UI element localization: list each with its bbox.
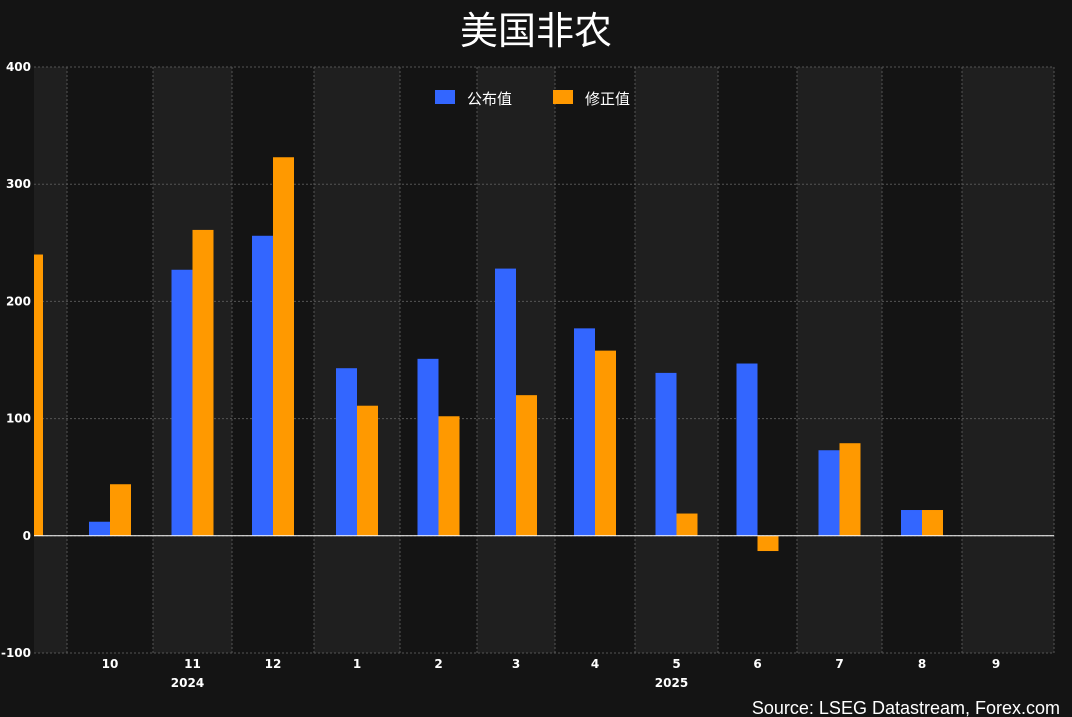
legend: 公布值 修正值 bbox=[435, 90, 630, 108]
background-band bbox=[314, 67, 400, 653]
bar-series-0-cat-4 bbox=[574, 328, 595, 536]
x-tick-label: 4 bbox=[591, 657, 599, 671]
legend-swatch-series-0 bbox=[435, 90, 455, 104]
background-band bbox=[797, 67, 882, 653]
y-tick-label: 0 bbox=[23, 529, 31, 543]
bar-series-0-cat-3 bbox=[495, 268, 516, 536]
x-tick-label: 6 bbox=[753, 657, 761, 671]
x-tick-label: 1 bbox=[353, 657, 361, 671]
x-year-label: 2024 bbox=[171, 676, 204, 690]
bar-series-0-cat-12 bbox=[252, 235, 273, 536]
background-band bbox=[635, 67, 718, 653]
chart-title: 美国非农 bbox=[460, 9, 612, 53]
background-bands bbox=[34, 67, 1054, 653]
x-tick-label: 11 bbox=[184, 657, 201, 671]
x-tick-label: 2 bbox=[434, 657, 442, 671]
bar-series-0-cat-7 bbox=[818, 450, 840, 536]
source-note: Source: LSEG Datastream, Forex.com bbox=[752, 698, 1060, 717]
bar-series-1-cat-11 bbox=[192, 229, 214, 536]
legend-label-series-0: 公布值 bbox=[467, 90, 512, 108]
x-year-label: 2025 bbox=[655, 676, 688, 690]
bar-series-1-cat-5 bbox=[676, 513, 698, 536]
legend-label-series-1: 修正值 bbox=[585, 90, 630, 108]
y-axis: -100 0 100 200 300 400 bbox=[1, 60, 31, 660]
y-tick-label: 100 bbox=[6, 412, 31, 426]
bar-partial-leading bbox=[34, 254, 43, 536]
x-tick-label: 5 bbox=[672, 657, 680, 671]
bar-series-1-cat-7 bbox=[839, 443, 861, 536]
bar-series-0-cat-6 bbox=[736, 363, 758, 536]
bar-series-1-cat-1 bbox=[357, 405, 378, 536]
bar-series-0-cat-5 bbox=[655, 372, 677, 536]
y-tick-label: 200 bbox=[6, 294, 31, 308]
bar-series-1-cat-12 bbox=[273, 157, 294, 536]
bars bbox=[34, 157, 943, 552]
bar-series-1-cat-8 bbox=[922, 510, 943, 536]
bar-series-0-cat-2 bbox=[417, 358, 439, 536]
x-tick-label: 12 bbox=[265, 657, 282, 671]
bar-series-1-cat-3 bbox=[516, 395, 537, 536]
bar-series-1-cat-4 bbox=[595, 350, 616, 536]
y-tick-label: 300 bbox=[6, 177, 31, 191]
y-tick-label: 400 bbox=[6, 60, 31, 74]
bar-series-0-cat-8 bbox=[901, 510, 922, 536]
bar-series-1-cat-6 bbox=[757, 535, 779, 552]
legend-swatch-series-1 bbox=[553, 90, 573, 104]
x-tick-label: 10 bbox=[102, 657, 119, 671]
bar-series-1-cat-10 bbox=[110, 484, 131, 536]
bar-series-0-cat-11 bbox=[171, 269, 193, 536]
y-tick-label: -100 bbox=[1, 646, 31, 660]
bar-series-0-cat-10 bbox=[89, 521, 110, 536]
x-tick-label: 3 bbox=[512, 657, 520, 671]
x-tick-label: 7 bbox=[835, 657, 843, 671]
x-tick-label: 8 bbox=[918, 657, 926, 671]
x-tick-label: 9 bbox=[992, 657, 1000, 671]
bar-series-0-cat-1 bbox=[336, 368, 357, 536]
bar-series-1-cat-2 bbox=[438, 416, 460, 536]
background-band bbox=[962, 67, 1054, 653]
